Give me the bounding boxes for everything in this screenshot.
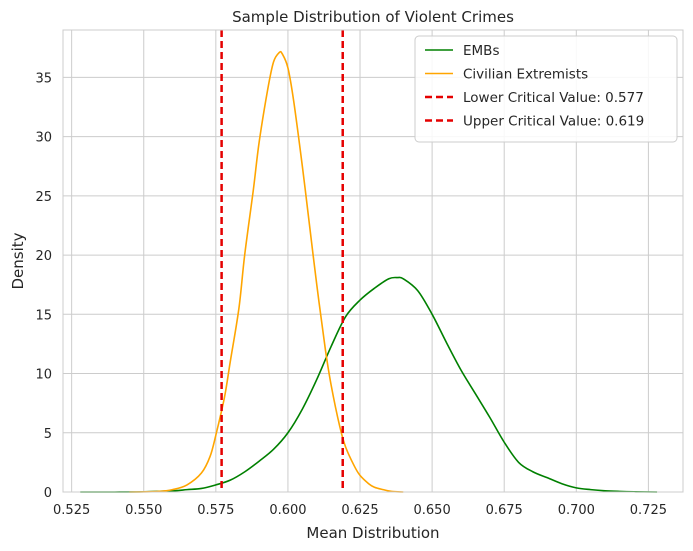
legend: EMBs Civilian Extremists Lower Critical Va…: [414, 35, 678, 143]
series-line-civilian-extremists: [129, 50, 404, 493]
y-tick-label: 5: [44, 427, 52, 442]
x-tick-label: 0.650: [414, 503, 451, 518]
x-tick-label: 0.625: [341, 503, 378, 518]
legend-label: Upper Critical Value: 0.619: [463, 114, 644, 130]
y-tick-label: 0: [44, 486, 52, 501]
y-tick-label: 10: [35, 368, 52, 383]
y-tick-label: 30: [35, 131, 52, 146]
x-tick-label: 0.675: [486, 503, 523, 518]
legend-label: EMBs: [463, 43, 499, 59]
plot-frame: [62, 29, 684, 493]
x-tick-label: 0.525: [53, 503, 90, 518]
legend-box: [414, 35, 678, 143]
x-axis-ticks: 0.525 0.550 0.575 0.600 0.625 0.650 0.675 0.700…: [53, 503, 667, 518]
y-tick-label: 35: [35, 71, 52, 86]
y-tick-label: 20: [35, 249, 52, 264]
legend-label: Civilian Extremists: [463, 67, 588, 83]
y-axis-ticks: 0 5 10 15 20 25 30 35: [35, 71, 52, 501]
y-tick-label: 15: [35, 308, 52, 323]
y-tick-label: 25: [35, 190, 52, 205]
x-tick-label: 0.575: [197, 503, 234, 518]
x-tick-label: 0.700: [558, 503, 595, 518]
series-layer: [80, 50, 658, 493]
x-tick-label: 0.725: [630, 503, 667, 518]
x-tick-label: 0.600: [269, 503, 306, 518]
y-axis-label: Density: [9, 232, 27, 289]
series-line-embs: [80, 276, 658, 493]
chart-title: Sample Distribution of Violent Crimes: [232, 8, 514, 26]
x-axis-label: Mean Distribution: [306, 524, 439, 542]
legend-label: Lower Critical Value: 0.577: [463, 90, 644, 106]
critical-value-lines: [220, 30, 344, 492]
x-tick-label: 0.550: [125, 503, 162, 518]
